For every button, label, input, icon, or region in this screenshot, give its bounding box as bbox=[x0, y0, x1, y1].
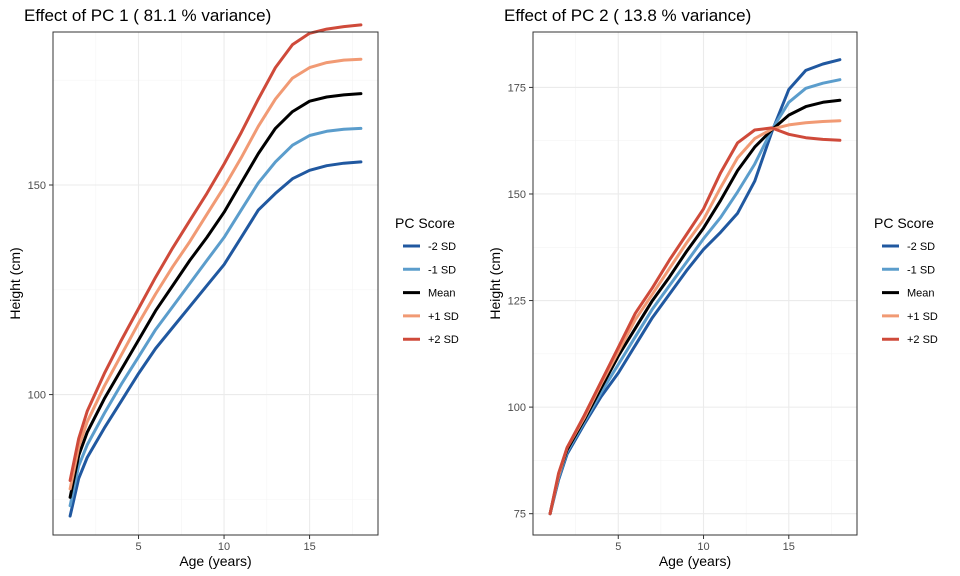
legend-label: -1 SD bbox=[907, 264, 935, 276]
x-tick-label: 10 bbox=[218, 541, 230, 553]
x-tick-label: 5 bbox=[135, 541, 141, 553]
panel-border bbox=[52, 31, 379, 536]
x-tick-label: 15 bbox=[303, 541, 315, 553]
y-tick-label: 75 bbox=[514, 509, 526, 521]
series-line-minus1sd bbox=[68, 126, 363, 508]
series-line-plus1sd bbox=[548, 119, 842, 516]
y-tick-label: 125 bbox=[508, 296, 526, 308]
series-line-mean bbox=[68, 92, 363, 499]
chart-panel-2: 5 10 15 75 100 125 150 175 Effect of PC 2 ( 13.8… bbox=[487, 6, 938, 569]
x-axis-label: Age (years) bbox=[659, 553, 731, 569]
y-tick-label: 100 bbox=[508, 402, 526, 414]
y-tick-label: 150 bbox=[28, 180, 46, 192]
y-tick-label: 175 bbox=[508, 82, 526, 94]
series-line-plus2sd bbox=[68, 23, 363, 482]
legend-label: -1 SD bbox=[428, 264, 456, 276]
series-line-minus2sd bbox=[548, 58, 842, 516]
legend-title: PC Score bbox=[874, 215, 934, 231]
legend-label: -2 SD bbox=[907, 241, 935, 253]
legend-label: +1 SD bbox=[907, 311, 938, 323]
x-tick-label: 15 bbox=[783, 541, 795, 553]
chart-title: Effect of PC 2 ( 13.8 % variance) bbox=[504, 6, 751, 25]
y-tick-label: 150 bbox=[508, 189, 526, 201]
series-line-minus2sd bbox=[68, 160, 363, 518]
series-line-minus1sd bbox=[548, 78, 842, 516]
series-line-mean bbox=[548, 98, 842, 516]
x-axis-label: Age (years) bbox=[179, 553, 251, 569]
legend-label: +2 SD bbox=[907, 334, 938, 346]
legend-title: PC Score bbox=[395, 215, 455, 231]
y-axis-label: Height (cm) bbox=[7, 247, 23, 319]
x-tick-label: 10 bbox=[697, 541, 709, 553]
legend: PC Score -2 SD -1 SD Mean +1 SD +2 SD bbox=[395, 215, 459, 346]
legend-label: Mean bbox=[428, 288, 456, 300]
legend-label: -2 SD bbox=[428, 241, 456, 253]
legend-label: +1 SD bbox=[428, 311, 459, 323]
series-line-plus1sd bbox=[68, 57, 363, 491]
series-line-plus2sd bbox=[548, 126, 842, 516]
y-tick-label: 100 bbox=[28, 390, 46, 402]
legend: PC Score -2 SD -1 SD Mean +1 SD +2 SD bbox=[874, 215, 938, 346]
panel-border bbox=[532, 31, 858, 536]
y-axis-label: Height (cm) bbox=[487, 247, 503, 319]
x-tick-label: 5 bbox=[615, 541, 621, 553]
legend-label: Mean bbox=[907, 288, 935, 300]
legend-label: +2 SD bbox=[428, 334, 459, 346]
chart-panel-1: 5 10 15 100 150 Effect of PC 1 ( 81.1 % varia… bbox=[7, 6, 459, 569]
chart-title: Effect of PC 1 ( 81.1 % variance) bbox=[24, 6, 271, 25]
